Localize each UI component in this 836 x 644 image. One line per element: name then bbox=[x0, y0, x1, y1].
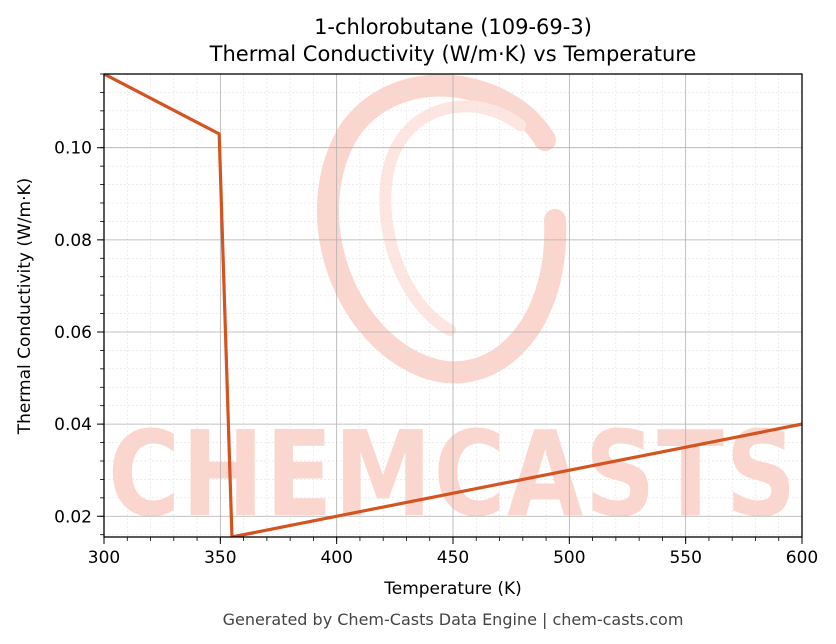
y-axis-label: Thermal Conductivity (W/m·K) bbox=[15, 178, 35, 436]
y-tick-label: 0.06 bbox=[54, 323, 92, 343]
footer-text: Generated by Chem-Casts Data Engine | ch… bbox=[223, 610, 684, 629]
watermark-swirl-inner bbox=[379, 100, 526, 336]
chart-title: 1-chlorobutane (109-69-3) bbox=[314, 15, 592, 39]
series-line bbox=[104, 74, 802, 537]
y-tick-label: 0.08 bbox=[54, 231, 92, 251]
x-tick-label: 300 bbox=[88, 548, 120, 568]
y-tick-label: 0.10 bbox=[54, 139, 92, 159]
axis-ticks bbox=[97, 73, 803, 544]
series-layer bbox=[104, 74, 802, 537]
watermark-text: CHEMCASTS bbox=[108, 405, 798, 543]
y-tick-label: 0.04 bbox=[54, 415, 92, 435]
y-tick-labels: 0.02 0.04 0.06 0.08 0.10 bbox=[54, 139, 92, 528]
watermark: CHEMCASTS bbox=[108, 74, 798, 543]
x-tick-label: 500 bbox=[553, 548, 585, 568]
x-tick-label: 600 bbox=[786, 548, 818, 568]
chart-subtitle: Thermal Conductivity (W/m·K) vs Temperat… bbox=[209, 42, 697, 66]
x-axis-label: Temperature (K) bbox=[383, 579, 522, 599]
x-tick-label: 350 bbox=[204, 548, 236, 568]
x-tick-label: 400 bbox=[320, 548, 352, 568]
x-tick-labels: 300 350 400 450 500 550 600 bbox=[88, 548, 818, 568]
x-tick-label: 450 bbox=[437, 548, 469, 568]
y-tick-label: 0.02 bbox=[54, 507, 92, 527]
x-tick-label: 550 bbox=[669, 548, 701, 568]
watermark-swirl-outer bbox=[317, 74, 567, 384]
